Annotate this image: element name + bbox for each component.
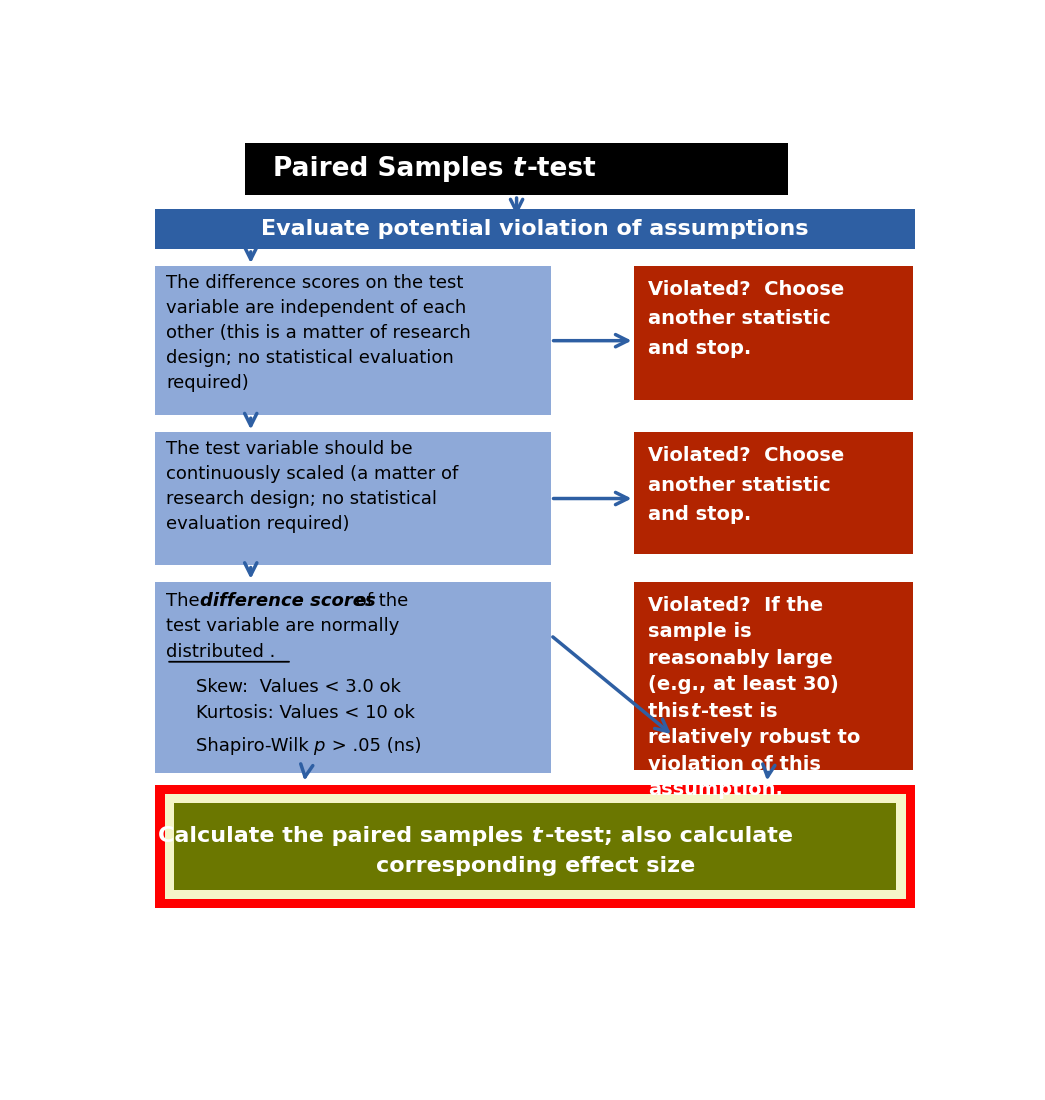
Text: Shapiro-Wilk: Shapiro-Wilk: [195, 737, 315, 756]
Text: Violated?  Choose
another statistic
and stop.: Violated? Choose another statistic and s…: [648, 279, 844, 358]
Text: Calculate the paired samples: Calculate the paired samples: [158, 826, 531, 846]
Text: -test: -test: [527, 156, 597, 182]
Text: Kurtosis: Values < 10 ok: Kurtosis: Values < 10 ok: [195, 704, 415, 722]
Text: > .05 (ns): > .05 (ns): [326, 737, 421, 756]
Text: -test; also calculate: -test; also calculate: [544, 826, 793, 846]
Text: Violated?  If the: Violated? If the: [648, 595, 823, 615]
FancyBboxPatch shape: [156, 209, 915, 249]
FancyBboxPatch shape: [165, 794, 906, 899]
FancyBboxPatch shape: [156, 432, 551, 564]
Text: distributed .: distributed .: [166, 644, 276, 661]
Text: corresponding effect size: corresponding effect size: [375, 856, 695, 876]
Text: p: p: [314, 737, 325, 756]
Text: Skew:  Values < 3.0 ok: Skew: Values < 3.0 ok: [195, 678, 400, 696]
Text: t: t: [531, 826, 542, 846]
Text: assumption.: assumption.: [648, 780, 783, 800]
Text: violation of this: violation of this: [648, 755, 821, 774]
Text: (e.g., at least 30): (e.g., at least 30): [648, 675, 839, 694]
FancyBboxPatch shape: [156, 785, 915, 909]
Text: The difference scores on the test
variable are independent of each
other (this i: The difference scores on the test variab…: [166, 274, 471, 392]
Text: reasonably large: reasonably large: [648, 649, 833, 668]
Text: relatively robust to: relatively robust to: [648, 728, 861, 747]
FancyBboxPatch shape: [634, 432, 913, 554]
Text: Evaluate potential violation of assumptions: Evaluate potential violation of assumpti…: [261, 219, 809, 239]
Text: Paired Samples: Paired Samples: [273, 156, 513, 182]
Text: -test is: -test is: [700, 702, 777, 721]
Text: of the: of the: [350, 592, 409, 609]
Text: The: The: [166, 592, 206, 609]
FancyBboxPatch shape: [634, 582, 913, 770]
Text: sample is: sample is: [648, 623, 752, 641]
Text: this: this: [648, 702, 696, 721]
Text: Violated?  Choose
another statistic
and stop.: Violated? Choose another statistic and s…: [648, 447, 844, 525]
Text: The test variable should be
continuously scaled (a matter of
research design; no: The test variable should be continuously…: [166, 440, 459, 534]
Text: test variable are normally: test variable are normally: [166, 617, 399, 636]
Text: difference scores: difference scores: [201, 592, 376, 609]
FancyBboxPatch shape: [156, 266, 551, 416]
Text: t: t: [690, 702, 699, 721]
FancyBboxPatch shape: [246, 143, 788, 195]
FancyBboxPatch shape: [634, 266, 913, 400]
FancyBboxPatch shape: [156, 582, 551, 772]
FancyBboxPatch shape: [175, 803, 897, 890]
Text: t: t: [513, 156, 526, 182]
